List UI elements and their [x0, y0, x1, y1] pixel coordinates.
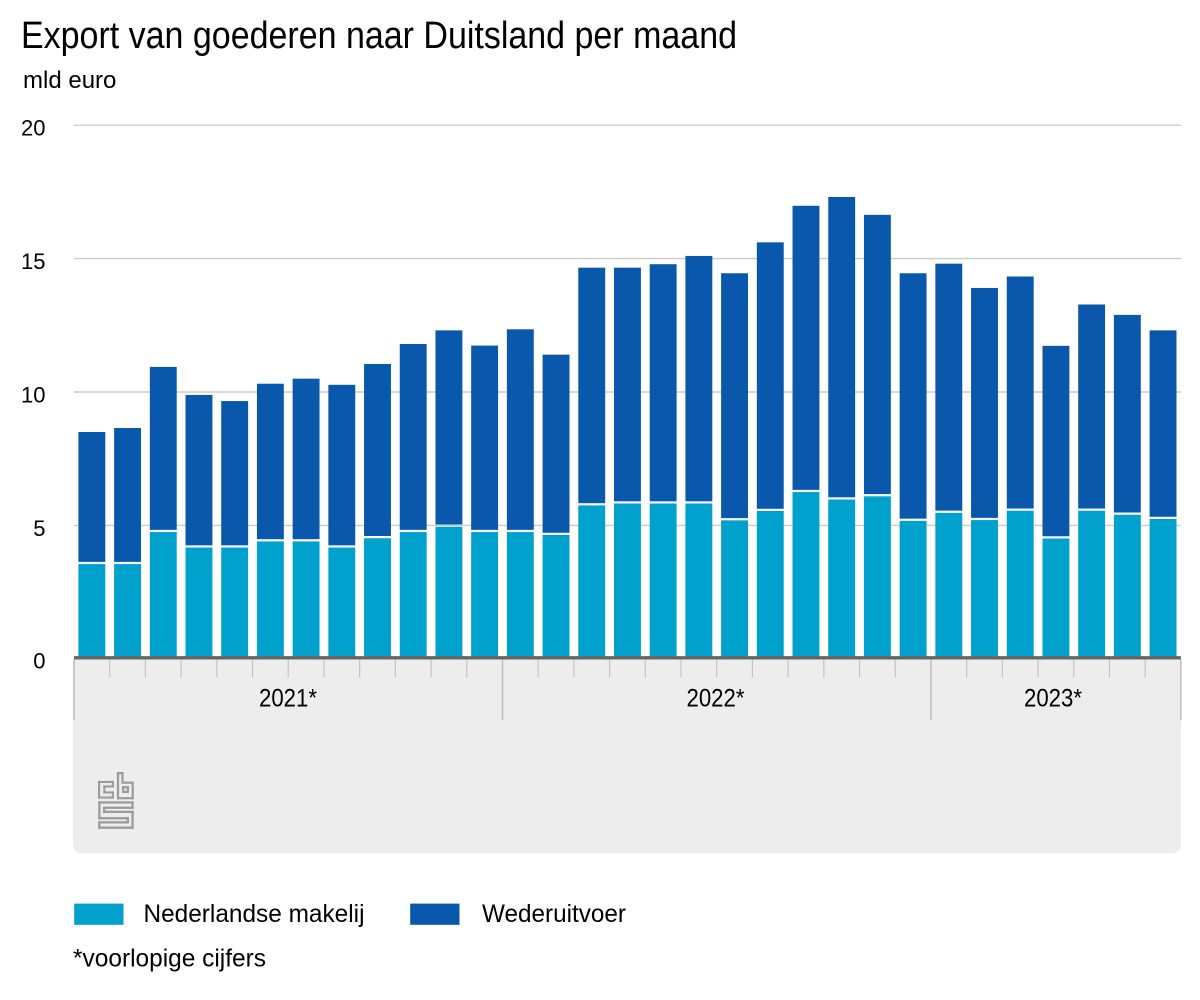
svg-text:20: 20	[21, 116, 45, 141]
svg-text:Wederuitvoer: Wederuitvoer	[482, 900, 626, 928]
svg-text:Export van goederen naar Duits: Export van goederen naar Duitsland per m…	[21, 15, 737, 57]
svg-text:5: 5	[33, 516, 45, 541]
svg-text:2021*: 2021*	[259, 685, 317, 713]
svg-text:2022*: 2022*	[687, 685, 745, 713]
svg-text:2023*: 2023*	[1024, 685, 1082, 713]
svg-text:15: 15	[21, 249, 45, 274]
svg-text:10: 10	[21, 383, 45, 408]
svg-text:mld euro: mld euro	[23, 67, 116, 94]
svg-text:Nederlandse makelij: Nederlandse makelij	[144, 900, 365, 928]
svg-text:0: 0	[33, 648, 45, 673]
svg-text:*voorlopige cijfers: *voorlopige cijfers	[73, 945, 266, 973]
